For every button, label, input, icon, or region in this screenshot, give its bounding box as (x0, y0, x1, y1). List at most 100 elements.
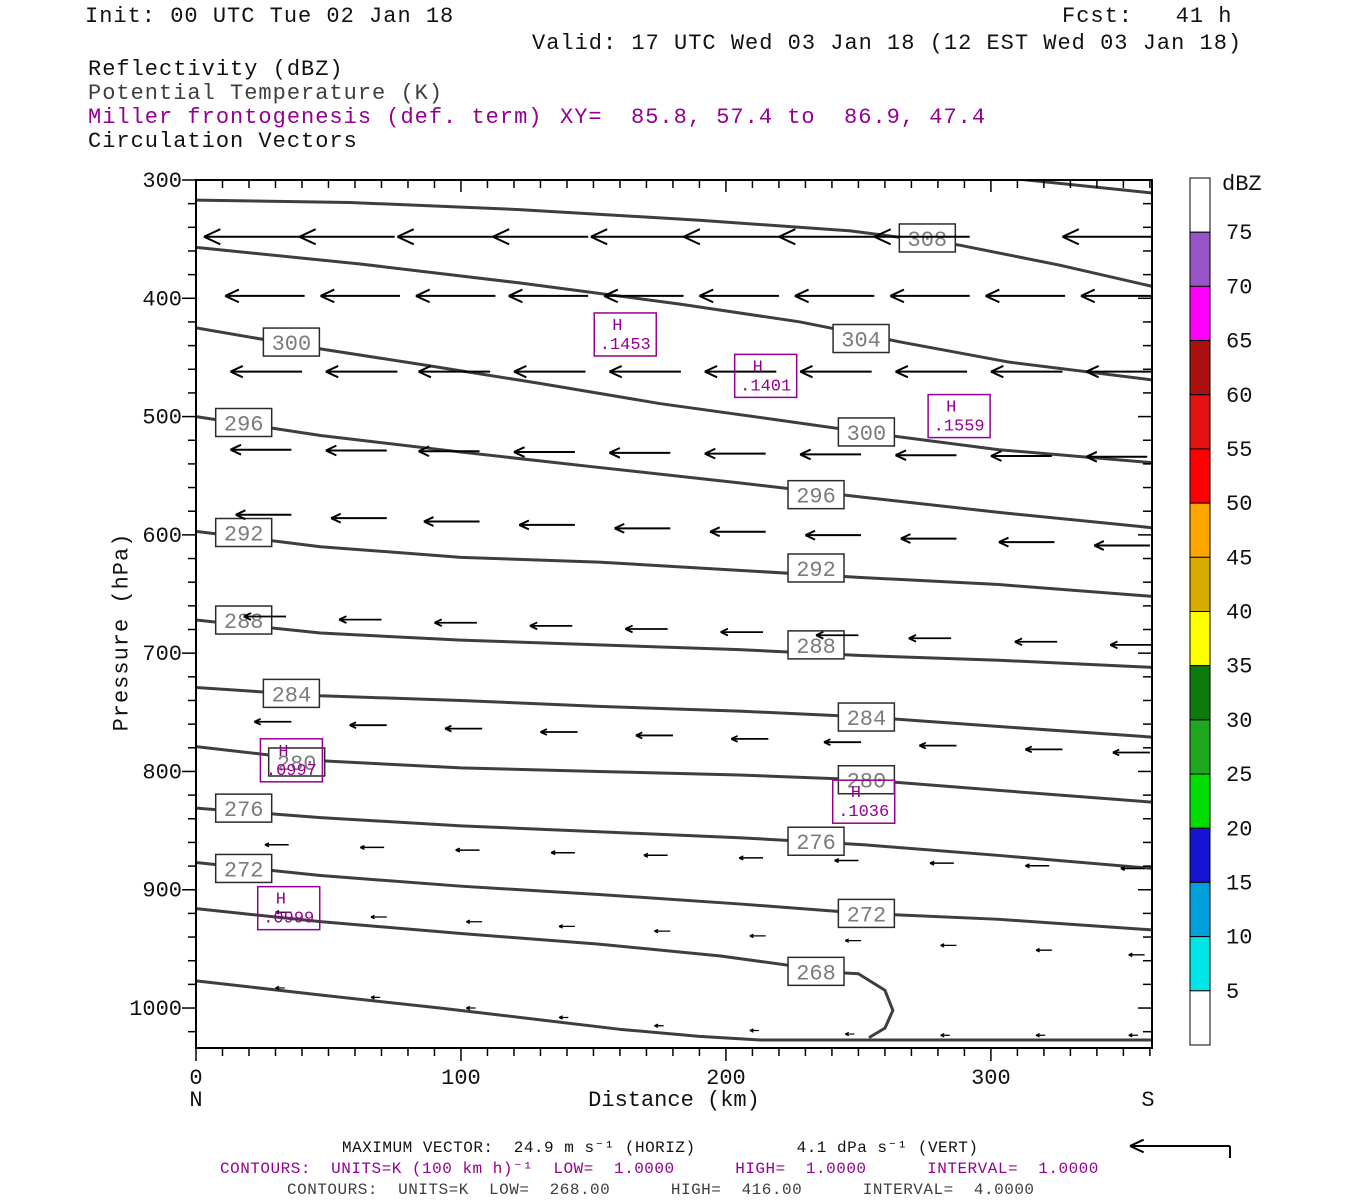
contour-line-268 (196, 979, 1152, 1042)
contour-label-box (837, 702, 896, 732)
colorbar-band (1189, 881, 1211, 938)
wind-vector-arrow (298, 228, 395, 246)
contour-label-value: 292 (224, 523, 264, 548)
h-maximum-box (927, 393, 991, 439)
wind-vector-arrow (455, 847, 480, 853)
theta-contours (196, 180, 1152, 1042)
wind-vector-arrow (415, 288, 496, 304)
wind-vector-arrow (1112, 748, 1150, 757)
contour-label-box (267, 747, 326, 777)
colorbar-tick-label: 35 (1226, 655, 1252, 680)
wind-vector-arrow (359, 844, 385, 851)
wind-vector-arrow (243, 612, 287, 621)
wind-vector-arrow (370, 995, 381, 1000)
colorbar-title: dBZ (1222, 172, 1262, 197)
contour-line-288 (196, 618, 1152, 669)
contour-label-box (787, 479, 845, 510)
colorbar-tick-label: 75 (1226, 221, 1252, 246)
wind-vector-arrow (990, 365, 1063, 379)
colorbar-band (1189, 773, 1211, 829)
wind-vector-arrow (873, 228, 970, 246)
wind-vector-arrow (203, 228, 300, 246)
contour-line-280 (196, 745, 1152, 804)
max-vector-note: MAXIMUM VECTOR: 24.9 m s⁻¹ (HORIZ) 4.1 d… (342, 1139, 979, 1157)
colorbar-tick-label: 65 (1226, 330, 1252, 355)
wind-vector-arrow (1024, 745, 1063, 754)
colorbar-band (1189, 827, 1211, 883)
wind-vector-arrow (699, 288, 779, 304)
contour-label-box (832, 323, 890, 354)
wind-vector-arrow (643, 852, 668, 858)
colorbar-band (1189, 394, 1211, 450)
wind-vector-arrow (235, 509, 292, 521)
wind-vector-arrow (990, 450, 1052, 462)
wind-vector-arrow (1085, 451, 1148, 463)
x-tick-label: 300 (971, 1066, 1011, 1091)
colorbar-band (1189, 502, 1211, 558)
circulation-vectors (203, 228, 1152, 1038)
contour-label-value: 304 (841, 329, 881, 354)
wind-vector-arrow (1128, 952, 1145, 958)
legend-frontogenesis: Miller frontogenesis (def. term) (88, 105, 543, 130)
contour-label-value: 276 (796, 831, 836, 856)
wind-vector-arrow (844, 1031, 855, 1037)
axis-ticks (182, 179, 1152, 1061)
contour-label-value: 296 (796, 485, 836, 510)
wind-vector-arrow (918, 741, 957, 750)
wind-vector-arrow (704, 447, 766, 460)
colorbar-band (1189, 231, 1211, 287)
colorbar-tick-label: 30 (1226, 709, 1252, 734)
wind-vector-arrow (794, 288, 875, 304)
wind-vector-arrow (264, 842, 289, 848)
wind-vector-arrow (513, 365, 586, 379)
contour-label-box (262, 678, 321, 709)
contour-line-276 (196, 806, 1152, 870)
wind-vector-arrow (513, 446, 575, 458)
legend-reflectivity: Reflectivity (dBZ) (88, 57, 344, 82)
wind-vector-arrow (730, 735, 769, 743)
wind-vector-arrow (805, 529, 862, 541)
contour-label-value: 272 (224, 858, 264, 883)
wind-vector-arrow (823, 738, 862, 746)
h-maximum-letter: H (278, 743, 288, 762)
colorbar-tick-label: 60 (1226, 384, 1252, 409)
wind-vector-arrow (230, 443, 292, 456)
colorbar-tick-label: 25 (1226, 763, 1252, 788)
contour-label-box (837, 417, 896, 447)
y-tick-label: 400 (142, 287, 182, 312)
h-maximum-value: .0997 (266, 762, 317, 781)
contour-label-box (787, 553, 845, 583)
h-maximum-value: .1453 (600, 336, 651, 355)
h-maximum-letter: H (946, 399, 956, 418)
colorbar-tick-label: 45 (1226, 546, 1252, 571)
colorbar-band (1189, 665, 1211, 721)
contour-line-292 (196, 529, 1152, 598)
wind-vector-arrow (1062, 228, 1152, 246)
wind-vector-arrow (465, 919, 483, 925)
wind-vector-arrow (1035, 947, 1052, 953)
h-maximum-value: .0999 (263, 910, 314, 929)
wind-vector-arrow (799, 365, 872, 379)
colorbar-tick-label: 10 (1226, 926, 1252, 951)
frontogenesis-contour-note: CONTOURS: UNITS=K (100 km h)⁻¹ LOW= 1.00… (220, 1160, 1099, 1178)
contour-label-box (262, 327, 321, 357)
h-maximum-box (259, 738, 324, 783)
colorbar-tick-label: 40 (1226, 601, 1252, 626)
wind-vector-arrow (590, 228, 687, 246)
wind-vector-arrow (320, 288, 401, 304)
wind-vector-arrow (434, 618, 477, 627)
contour-label-box (214, 407, 273, 438)
contour-label-value: 280 (847, 770, 887, 795)
x-axis-title: Distance (km) (588, 1088, 760, 1113)
contour-label-value: 272 (847, 903, 887, 928)
wind-vector-arrow (940, 1033, 950, 1038)
y-tick-label: 900 (142, 879, 182, 904)
wind-vector-arrow (614, 522, 671, 534)
colorbar-tick-label: 5 (1226, 980, 1239, 1005)
wind-vector-arrow (683, 228, 779, 246)
colorbar-tick-label: 15 (1226, 871, 1252, 896)
wind-vector-arrow (224, 288, 305, 304)
wind-vector-arrow (624, 624, 668, 634)
h-maximum-letter: H (753, 358, 763, 377)
